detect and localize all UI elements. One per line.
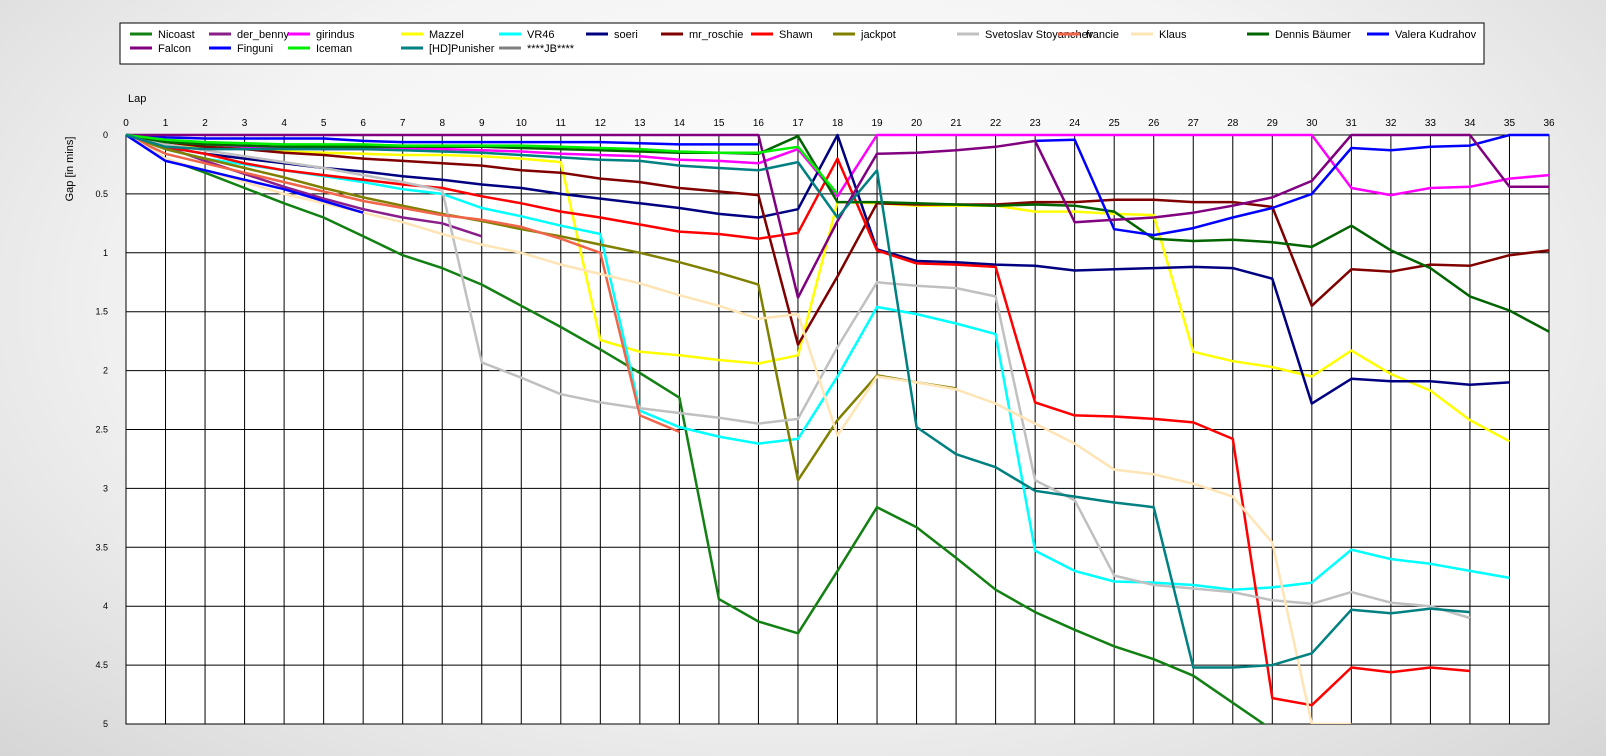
- x-tick-label: 26: [1148, 118, 1160, 129]
- legend-box: [119, 22, 1485, 65]
- x-tick-label: 35: [1504, 118, 1516, 129]
- legend-label: Svetoslav Stoyanchev: [985, 29, 1094, 41]
- x-tick-label: 15: [713, 118, 725, 129]
- y-tick-label: 3.5: [95, 542, 108, 552]
- x-tick-label: 7: [400, 118, 406, 129]
- x-tick-label: 19: [871, 118, 883, 129]
- x-tick-label: 13: [634, 118, 646, 129]
- x-tick-label: 33: [1425, 118, 1437, 129]
- series-line-13: [1035, 133, 1549, 237]
- x-tick-label: 12: [595, 118, 607, 129]
- y-axis-label: Gap [in mins]: [64, 137, 76, 202]
- legend-label: ****JB****: [527, 43, 575, 55]
- series-line-17: [126, 133, 1471, 669]
- x-tick-labels: 0 1 2 3 4 5 6 7 8 9 10 11 12 13 14 15 16 17 18 19 20 21 22 23 24…: [123, 118, 1555, 129]
- legend-label: soeri: [614, 29, 638, 41]
- y-tick-label: 4.5: [95, 660, 108, 670]
- x-tick-label: 17: [792, 118, 804, 129]
- y-tick-label: 4: [103, 601, 108, 611]
- series-line-13: [126, 133, 759, 146]
- x-tick-label: 27: [1188, 118, 1200, 129]
- series-lines: [126, 133, 1549, 724]
- x-tick-label: 28: [1227, 118, 1239, 129]
- legend-label: girindus: [316, 29, 355, 41]
- series-line-3: [126, 133, 1511, 443]
- legend-label: mr_roschie: [689, 29, 743, 41]
- x-tick-label: 8: [439, 118, 445, 129]
- y-tick-label: 0.5: [95, 189, 108, 199]
- y-tick-label: 3: [103, 483, 108, 493]
- x-tick-label: 6: [360, 118, 366, 129]
- x-tick-label: 36: [1543, 118, 1555, 129]
- x-tick-label: 1: [163, 118, 169, 129]
- y-tick-label: 1: [103, 248, 108, 258]
- x-tick-label: 9: [479, 118, 485, 129]
- legend-label: Iceman: [316, 43, 352, 55]
- series-line-11: [126, 133, 1352, 724]
- x-tick-label: 22: [990, 118, 1002, 129]
- legend: Nicoast der_benny girindus Mazzel VR46 soeri m…: [119, 22, 1485, 65]
- x-tick-label: 20: [911, 118, 923, 129]
- series-line-16: [126, 133, 839, 195]
- x-tick-label: 25: [1109, 118, 1121, 129]
- legend-label: der_benny: [237, 29, 289, 41]
- x-tick-label: 29: [1267, 118, 1279, 129]
- x-tick-label: 10: [516, 118, 528, 129]
- x-tick-label: 5: [321, 118, 327, 129]
- x-tick-label: 18: [832, 118, 844, 129]
- legend-label: Dennis Bäumer: [1275, 29, 1351, 41]
- series-line-7: [126, 133, 1471, 707]
- series-line-9: [126, 133, 1471, 620]
- x-tick-label: 14: [674, 118, 686, 129]
- y-tick-label: 2.5: [95, 425, 108, 435]
- legend-label: VR46: [527, 29, 555, 41]
- legend-label: Nicoast: [158, 29, 195, 41]
- series-line-0: [126, 133, 1266, 724]
- legend-label: [HD]Punisher: [429, 43, 495, 55]
- x-tick-label: 30: [1306, 118, 1318, 129]
- y-tick-label: 0: [103, 130, 108, 140]
- x-tick-label: 21: [951, 118, 963, 129]
- legend-label: Falcon: [158, 43, 191, 55]
- legend-label: Klaus: [1159, 29, 1187, 41]
- series-line-12: [126, 133, 1549, 333]
- series-line-14: [126, 133, 1549, 299]
- y-tick-label: 5: [103, 719, 108, 729]
- series-line-6: [126, 133, 1549, 346]
- series-line-10: [126, 133, 680, 434]
- legend-label: Mazzel: [429, 29, 464, 41]
- x-tick-label: 31: [1346, 118, 1358, 129]
- x-tick-label: 4: [281, 118, 287, 129]
- legend-label: jackpot: [860, 29, 896, 41]
- y-tick-labels: 0 0.5 1 1.5 2 2.5 3 3.5 4 4.5 5: [95, 130, 108, 729]
- legend-label: Finguni: [237, 43, 273, 55]
- x-axis-label: Lap: [128, 93, 146, 105]
- legend-label: francie: [1086, 29, 1119, 41]
- y-tick-label: 2: [103, 366, 108, 376]
- y-tick-label: 1.5: [95, 307, 108, 317]
- x-tick-label: 23: [1030, 118, 1042, 129]
- x-tick-label: 16: [753, 118, 765, 129]
- x-tick-label: 32: [1385, 118, 1397, 129]
- series-line-4: [126, 133, 1510, 591]
- x-tick-label: 0: [123, 118, 129, 129]
- x-tick-label: 2: [202, 118, 208, 129]
- x-tick-label: 11: [556, 118, 567, 129]
- series-line-15: [126, 133, 364, 214]
- legend-label: Valera Kudrahov: [1395, 29, 1477, 41]
- legend-label: Shawn: [779, 29, 813, 41]
- x-tick-label: 24: [1069, 118, 1081, 129]
- x-tick-label: 3: [242, 118, 248, 129]
- x-tick-label: 34: [1464, 118, 1476, 129]
